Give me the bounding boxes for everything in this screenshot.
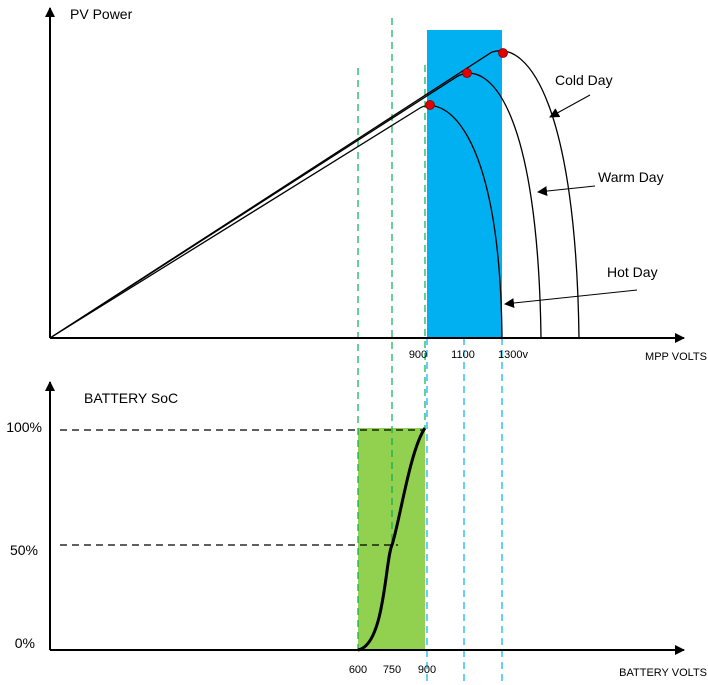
x-tick-label: 1100 [451,349,475,361]
guide-lines [60,18,503,682]
battery-x-label: BATTERY VOLTS [619,667,707,679]
pv-x-label: MPP VOLTS [645,351,707,363]
battery-y-label: BATTERY SoC [84,390,178,406]
x-tick-label: 900 [418,664,436,676]
x-tick-label: 1300v [498,349,528,361]
soc-curve [357,427,427,652]
x-tick-label: 750 [383,664,401,676]
mpp-window [427,30,502,338]
curve-label: Cold Day [555,72,613,88]
curve-label: Hot Day [607,264,658,280]
y-tick-label: 100% [6,419,42,435]
mpp-points [425,48,508,110]
x-tick-label: 900 [409,349,427,361]
pv-y-label: PV Power [70,6,133,22]
x-tick-label: 600 [349,664,367,676]
y-tick-label: 50% [10,542,38,558]
y-tick-label: 0% [15,635,35,651]
label-arrows [504,94,638,309]
curve-label: Warm Day [598,169,664,185]
